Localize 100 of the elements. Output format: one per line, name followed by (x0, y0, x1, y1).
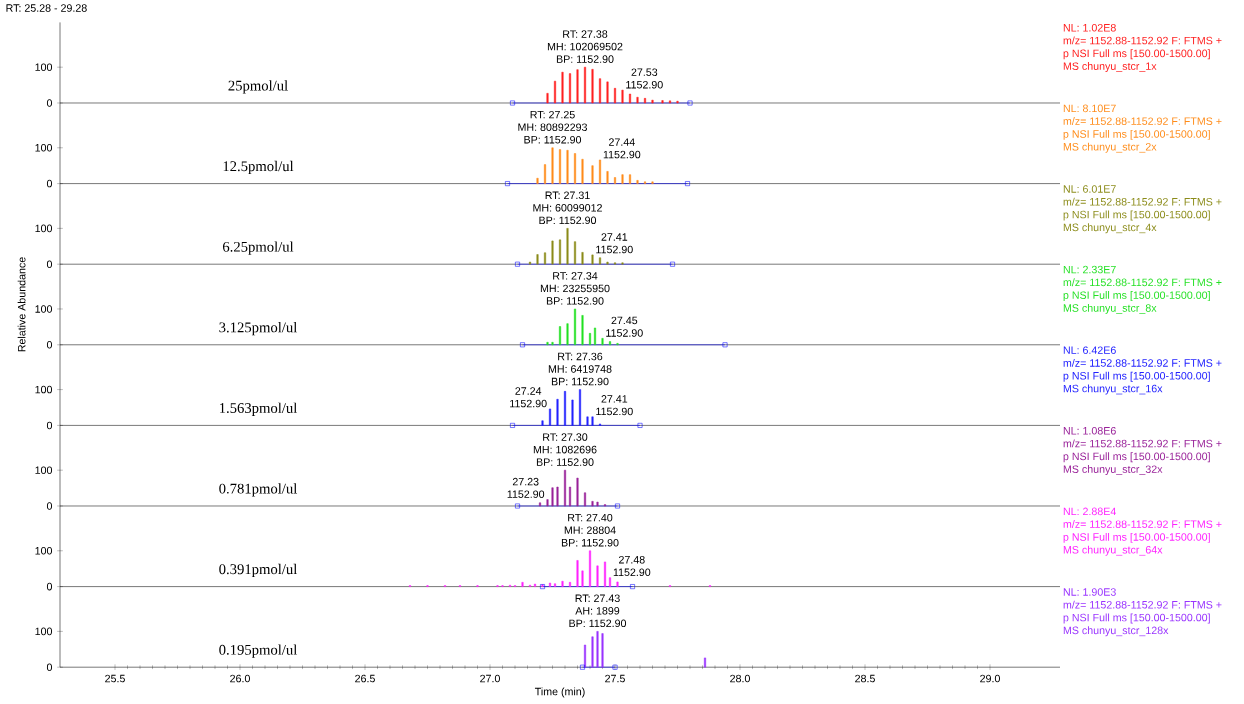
annotation: MH: 28804 (564, 526, 616, 534)
text: 0.781pmol/ul (219, 483, 298, 497)
annotation: MH: 102069502 (547, 42, 623, 51)
y-tick-label: 100 (35, 627, 53, 636)
y-tick-label: 0 (46, 260, 53, 268)
annotation: MH: 60099012 (533, 204, 602, 212)
text: NL: 1.08E6 (1063, 427, 1116, 435)
text: m/z= 1152.88-1152.92 F: FTMS + (1063, 358, 1222, 367)
annotation: 1152.90 (596, 407, 633, 416)
y-tick-label: 100 (35, 144, 53, 152)
text: MS chunyu_stcr_16x (1063, 384, 1163, 395)
y-tick-label: 100 (35, 63, 53, 71)
annotation: 1152.90 (613, 568, 651, 577)
annotation: 1152.90 (626, 80, 663, 89)
text: m/z= 1152.88-1152.92 F: FTMS + (1063, 439, 1222, 448)
text: 0.195pmol/ul (219, 644, 298, 658)
y-tick-label: 0 (46, 582, 53, 591)
text: p NSI Full ms [150.00-1500.00] (1063, 371, 1210, 382)
text: m/z= 1152.88-1152.92 F: FTMS + (1063, 117, 1222, 125)
x-tick-label: 28.5 (855, 674, 875, 683)
annotation: RT: 27.36 (558, 352, 603, 361)
chart-subtitle: RT: 25.28 - 29.28 (6, 4, 87, 12)
text: NL: 6.01E7 (1063, 185, 1116, 193)
y-tick-label: 0 (46, 179, 53, 188)
text: 25pmol/ul (228, 80, 288, 94)
annotation: RT: 27.38 (563, 30, 608, 38)
annotation: MH: 6419748 (548, 365, 612, 373)
annotation: MH: 80892293 (518, 123, 587, 131)
y-tick-label: 0 (46, 421, 53, 430)
annotation: RT: 27.43 (575, 594, 620, 603)
text: 0.391pmol/ul (219, 563, 298, 578)
x-tick-label: 26.5 (355, 674, 375, 683)
annotation: RT: 27.31 (545, 191, 590, 200)
x-tick-label: 27.0 (480, 674, 500, 683)
text: MS chunyu_stcr_1x (1063, 62, 1157, 73)
annotation: BP: 1152.90 (551, 377, 609, 386)
y-tick-label: 0 (46, 99, 53, 107)
y-tick-label: 100 (35, 224, 53, 233)
text: 12.5pmol/ul (223, 160, 294, 175)
y-tick-label: 100 (35, 305, 53, 313)
text: m/z= 1152.88-1152.92 F: FTMS + (1063, 36, 1222, 45)
text: NL: 8.10E7 (1063, 104, 1116, 113)
text: p NSI Full ms [150.00-1500.00] (1063, 210, 1210, 221)
text: m/z= 1152.88-1152.92 F: FTMS + (1063, 600, 1222, 609)
annotation: BP: 1152.90 (539, 216, 597, 225)
text: 1.563pmol/ul (219, 402, 298, 416)
annotation: BP: 1152.90 (556, 55, 614, 63)
annotation: 27.48 (619, 555, 645, 564)
text: MS chunyu_stcr_2x (1063, 142, 1157, 153)
text: p NSI Full ms [150.00-1500.00] (1063, 613, 1210, 624)
annotation: 27.41 (601, 395, 628, 403)
text: NL: 2.33E7 (1063, 265, 1116, 274)
annotation: 1152.90 (603, 150, 641, 159)
annotation: 27.53 (631, 68, 658, 76)
text: p NSI Full ms [150.00-1500.00] (1063, 129, 1210, 140)
annotation: 1152.90 (510, 399, 547, 408)
y-tick-label: 100 (35, 385, 53, 394)
text: p NSI Full ms [150.00-1500.00] (1063, 49, 1210, 60)
annotation: 1152.90 (596, 245, 633, 254)
x-tick-label: 27.5 (605, 674, 625, 683)
y-tick-label: 0 (46, 341, 53, 349)
text: NL: 1.02E8 (1063, 24, 1116, 32)
annotation: 1152.90 (606, 329, 643, 337)
text: p NSI Full ms [150.00-1500.00] (1063, 532, 1210, 543)
text: MS chunyu_stcr_64x (1063, 545, 1163, 556)
text: p NSI Full ms [150.00-1500.00] (1063, 452, 1210, 463)
annotation: MH: 1082696 (533, 445, 597, 454)
annotation: 27.45 (611, 316, 638, 325)
text: NL: 1.90E3 (1063, 588, 1116, 596)
text: m/z= 1152.88-1152.92 F: FTMS + (1063, 520, 1222, 528)
x-tick-label: 28.0 (730, 674, 750, 683)
text: 6.25pmol/ul (222, 241, 294, 255)
annotation: MH: 23255950 (540, 284, 610, 293)
text: MS chunyu_stcr_128x (1063, 626, 1169, 637)
annotation: RT: 27.25 (530, 110, 575, 119)
text: 3.125pmol/ul (219, 322, 298, 336)
text: NL: 6.42E6 (1063, 346, 1116, 354)
y-axis-title: Relative Abundance (17, 257, 26, 352)
y-tick-label: 0 (46, 663, 53, 671)
y-tick-label: 100 (35, 547, 53, 555)
annotation: RT: 27.30 (543, 433, 588, 441)
annotation: 1152.90 (507, 490, 545, 498)
annotation: BP: 1152.90 (546, 297, 604, 305)
x-tick-label: 26.0 (230, 674, 250, 683)
x-tick-label: 29.0 (980, 674, 1000, 683)
text: m/z= 1152.88-1152.92 F: FTMS + (1063, 197, 1222, 206)
text: m/z= 1152.88-1152.92 F: FTMS + (1063, 278, 1222, 287)
text: MS chunyu_stcr_4x (1063, 223, 1157, 234)
annotation: 27.41 (601, 233, 628, 241)
x-axis-title: Time (min) (534, 687, 585, 698)
annotation: BP: 1152.90 (569, 619, 627, 628)
y-tick-label: 100 (35, 466, 53, 474)
annotation: 27.23 (512, 477, 539, 486)
annotation: BP: 1152.90 (524, 135, 582, 144)
annotation: 27.44 (609, 138, 635, 146)
x-tick-label: 25.5 (105, 674, 125, 683)
annotation: BP: 1152.90 (561, 538, 619, 547)
annotation: RT: 27.34 (553, 272, 598, 280)
annotation: RT: 27.40 (568, 513, 613, 522)
annotation: AH: 1899 (575, 607, 620, 615)
